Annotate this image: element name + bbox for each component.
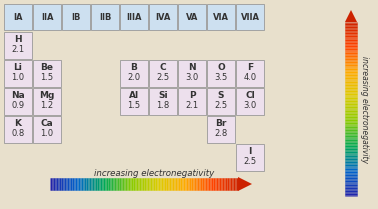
- Bar: [33, 4, 61, 30]
- Bar: [207, 60, 235, 87]
- Text: increasing electronegativity: increasing electronegativity: [361, 56, 370, 163]
- Bar: [33, 116, 61, 143]
- Bar: [207, 116, 235, 143]
- Bar: [4, 88, 32, 115]
- Text: 3.0: 3.0: [243, 102, 257, 111]
- Text: 4.0: 4.0: [243, 74, 257, 83]
- Text: 1.0: 1.0: [11, 74, 25, 83]
- Bar: [207, 4, 235, 30]
- Text: S: S: [218, 92, 224, 101]
- Text: 1.5: 1.5: [40, 74, 54, 83]
- Bar: [33, 60, 61, 87]
- Text: 2.5: 2.5: [214, 102, 228, 111]
- Bar: [178, 60, 206, 87]
- Text: VIA: VIA: [213, 13, 229, 22]
- Text: VA: VA: [186, 13, 198, 22]
- Text: C: C: [160, 64, 166, 73]
- Text: K: K: [14, 120, 22, 129]
- Text: N: N: [188, 64, 196, 73]
- Text: Mg: Mg: [39, 92, 55, 101]
- Text: Al: Al: [129, 92, 139, 101]
- Text: O: O: [217, 64, 225, 73]
- Text: 1.2: 1.2: [40, 102, 54, 111]
- Bar: [149, 4, 177, 30]
- Text: 0.9: 0.9: [11, 102, 25, 111]
- Text: VIIA: VIIA: [240, 13, 260, 22]
- Bar: [178, 4, 206, 30]
- Text: 2.8: 2.8: [214, 130, 228, 139]
- Bar: [62, 4, 90, 30]
- Text: Be: Be: [40, 64, 54, 73]
- Bar: [4, 4, 32, 30]
- Text: P: P: [189, 92, 195, 101]
- Bar: [4, 32, 32, 59]
- Text: 2.5: 2.5: [243, 158, 257, 167]
- Text: 1.5: 1.5: [127, 102, 141, 111]
- Bar: [236, 144, 264, 171]
- Text: IVA: IVA: [155, 13, 171, 22]
- Text: 2.5: 2.5: [156, 74, 170, 83]
- Text: 0.8: 0.8: [11, 130, 25, 139]
- Text: 3.0: 3.0: [185, 74, 198, 83]
- Bar: [120, 4, 148, 30]
- Text: Li: Li: [14, 64, 22, 73]
- Bar: [120, 60, 148, 87]
- Bar: [236, 60, 264, 87]
- Text: 2.1: 2.1: [11, 46, 25, 55]
- Bar: [4, 116, 32, 143]
- Text: Si: Si: [158, 92, 168, 101]
- Text: H: H: [14, 36, 22, 45]
- Text: IB: IB: [71, 13, 81, 22]
- Text: I: I: [248, 148, 252, 157]
- Polygon shape: [345, 10, 357, 22]
- Text: 2.0: 2.0: [127, 74, 141, 83]
- Text: Br: Br: [215, 120, 227, 129]
- Text: increasing electronegativity: increasing electronegativity: [94, 168, 214, 177]
- Text: B: B: [130, 64, 138, 73]
- Bar: [91, 4, 119, 30]
- Bar: [149, 60, 177, 87]
- Text: Ca: Ca: [40, 120, 53, 129]
- Text: 3.5: 3.5: [214, 74, 228, 83]
- Text: Cl: Cl: [245, 92, 255, 101]
- Bar: [33, 88, 61, 115]
- Text: F: F: [247, 64, 253, 73]
- Text: 1.0: 1.0: [40, 130, 54, 139]
- Bar: [236, 4, 264, 30]
- Polygon shape: [238, 177, 252, 191]
- Bar: [4, 60, 32, 87]
- Text: 1.8: 1.8: [156, 102, 170, 111]
- Bar: [236, 88, 264, 115]
- Text: Na: Na: [11, 92, 25, 101]
- Bar: [178, 88, 206, 115]
- Text: IA: IA: [13, 13, 23, 22]
- Text: IIA: IIA: [41, 13, 53, 22]
- Text: IIB: IIB: [99, 13, 111, 22]
- Text: IIIA: IIIA: [126, 13, 142, 22]
- Bar: [207, 88, 235, 115]
- Bar: [120, 88, 148, 115]
- Bar: [149, 88, 177, 115]
- Text: 2.1: 2.1: [186, 102, 198, 111]
